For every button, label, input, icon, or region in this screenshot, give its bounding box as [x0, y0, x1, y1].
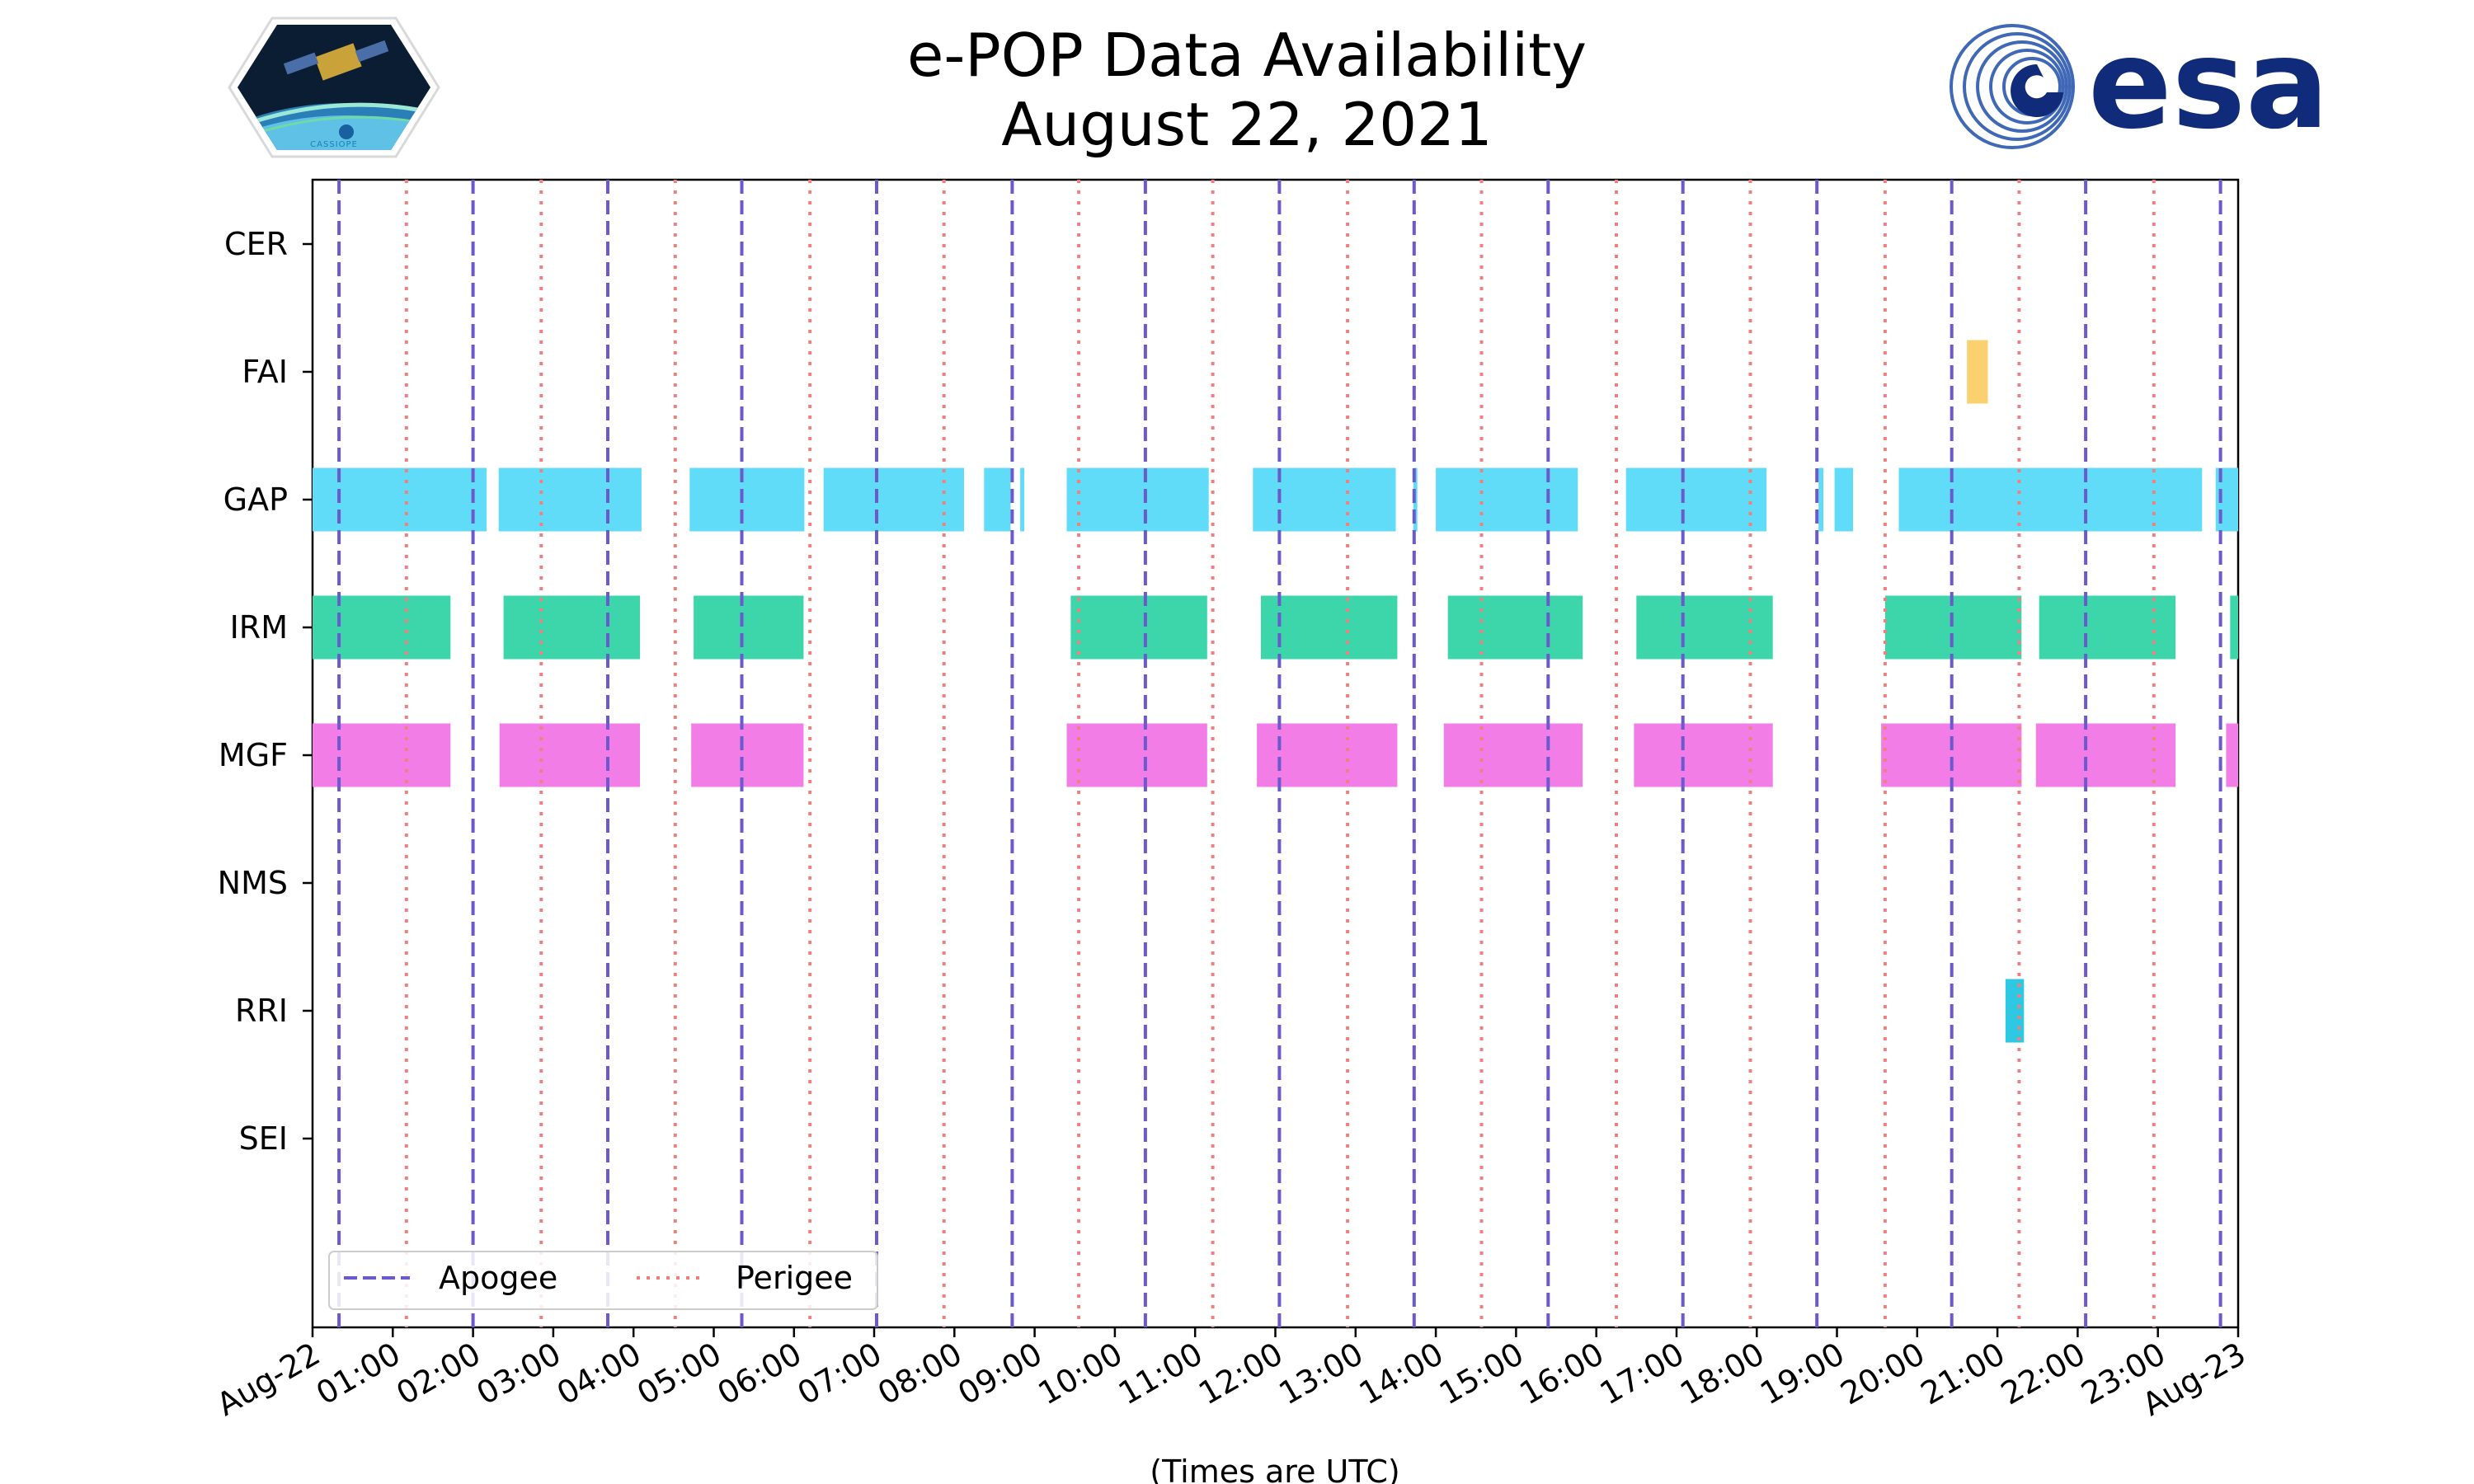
chart-title-line-1: e-POP Data Availability [907, 21, 1587, 90]
x-tick-label-1: 01:00 [310, 1336, 407, 1412]
bar-irm-8 [2039, 595, 2176, 660]
x-tick-label-11: 11:00 [1112, 1336, 1209, 1412]
bar-irm-5 [1447, 595, 1583, 660]
x-tick-label-4: 04:00 [551, 1336, 647, 1412]
bar-irm-7 [1884, 595, 2022, 660]
bar-gap-6 [1066, 467, 1209, 532]
bar-gap-5 [1020, 467, 1024, 532]
x-axis: Aug-2201:0002:0003:0004:0005:0006:0007:0… [210, 1327, 2252, 1423]
bar-mgf-7 [1881, 723, 2022, 787]
bar-gap-4 [984, 467, 1011, 532]
bar-irm-6 [1636, 595, 1773, 660]
bar-fai-0 [1967, 340, 1988, 404]
legend-perigee-label: Perigee [736, 1260, 853, 1296]
bar-gap-12 [1834, 467, 1853, 532]
x-tick-label-10: 10:00 [1032, 1336, 1129, 1412]
y-tick-label-rri: RRI [235, 993, 288, 1029]
bar-mgf-2 [691, 723, 804, 787]
y-tick-label-fai: FAI [242, 354, 288, 390]
x-tick-label-8: 08:00 [872, 1336, 968, 1412]
orbit-lines [337, 180, 2222, 1327]
bar-irm-2 [694, 595, 804, 660]
y-tick-label-cer: CER [224, 226, 288, 262]
bar-gap-2 [689, 467, 805, 532]
x-tick-label-2: 02:00 [390, 1336, 487, 1412]
x-axis-label: (Times are UTC) [1150, 1453, 1399, 1484]
bar-gap-11 [1818, 467, 1823, 532]
bar-irm-9 [2230, 595, 2238, 660]
bar-mgf-8 [2035, 723, 2176, 787]
cassiope-logo-text: CASSIOPE [310, 140, 358, 149]
bar-mgf-4 [1257, 723, 1398, 787]
y-tick-label-nms: NMS [218, 865, 288, 901]
bar-gap-13 [1898, 467, 2203, 532]
bar-gap-3 [823, 467, 964, 532]
legend: Apogee Perigee [328, 1251, 878, 1310]
legend-box [328, 1251, 878, 1310]
x-tick-label-13: 13:00 [1272, 1336, 1369, 1412]
legend-apogee-label: Apogee [439, 1260, 557, 1296]
bar-irm-1 [503, 595, 640, 660]
x-tick-label-16: 16:00 [1513, 1336, 1610, 1412]
x-tick-label-19: 19:00 [1754, 1336, 1851, 1412]
x-tick-label-14: 14:00 [1353, 1336, 1450, 1412]
x-tick-label-5: 05:00 [631, 1336, 727, 1412]
y-tick-label-sei: SEI [239, 1120, 288, 1157]
x-tick-label-9: 09:00 [952, 1336, 1048, 1412]
bar-mgf-0 [313, 723, 451, 787]
x-tick-label-6: 06:00 [711, 1336, 807, 1412]
bar-mgf-6 [1634, 723, 1773, 787]
bar-mgf-9 [2226, 723, 2238, 787]
x-tick-label-22: 22:00 [1995, 1336, 2091, 1412]
bar-irm-4 [1261, 595, 1398, 660]
x-tick-label-17: 17:00 [1594, 1336, 1691, 1412]
x-tick-label-3: 03:00 [471, 1336, 567, 1412]
bar-mgf-3 [1066, 723, 1207, 787]
bar-irm-0 [313, 595, 451, 660]
x-tick-label-0: Aug-22 [210, 1336, 326, 1423]
x-tick-label-15: 15:00 [1433, 1336, 1530, 1412]
x-tick-label-12: 12:00 [1192, 1336, 1289, 1412]
y-tick-label-mgf: MGF [219, 737, 288, 773]
bar-rri-0 [2005, 979, 2025, 1043]
esa-logo: esa [1950, 13, 2329, 157]
bar-gap-7 [1253, 467, 1396, 532]
bar-gap-0 [313, 467, 487, 532]
x-tick-label-7: 07:00 [792, 1336, 888, 1412]
x-tick-label-21: 21:00 [1915, 1336, 2011, 1412]
x-tick-label-18: 18:00 [1674, 1336, 1771, 1412]
bar-gap-1 [498, 467, 642, 532]
y-tick-label-irm: IRM [230, 609, 288, 646]
y-axis: CER FAI GAP IRM MGF NMS RRI SEI [218, 226, 313, 1157]
bar-irm-3 [1070, 595, 1207, 660]
bar-mgf-1 [499, 723, 640, 787]
bar-mgf-5 [1443, 723, 1583, 787]
y-tick-label-gap: GAP [223, 481, 288, 518]
esa-swirl-icon [1950, 24, 2075, 149]
bar-gap-9 [1436, 467, 1578, 532]
availability-bars [313, 340, 2238, 1043]
esa-logo-text: esa [2088, 13, 2329, 157]
bar-gap-10 [1625, 467, 1766, 532]
chart-title-line-2: August 22, 2021 [1001, 90, 1492, 159]
x-tick-label-20: 20:00 [1834, 1336, 1931, 1412]
